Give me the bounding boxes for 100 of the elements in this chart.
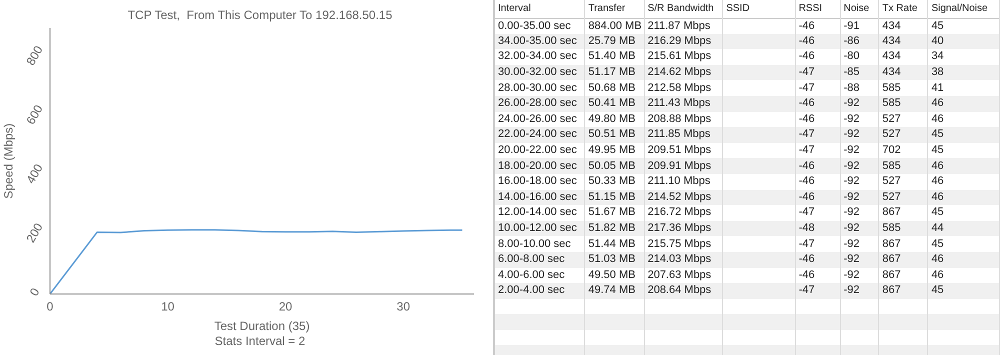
text: 49.50 MB: [588, 268, 636, 281]
y-tick-label: 200: [23, 220, 46, 246]
x-axis-title: Test Duration (35): [214, 319, 310, 333]
text: -92: [844, 144, 860, 156]
text: 46: [931, 112, 944, 125]
text: 527: [882, 112, 901, 125]
text: -86: [844, 34, 860, 47]
text: 215.61 Mbps: [648, 50, 712, 62]
text: -47: [798, 82, 815, 94]
text: 16.00-18.00 sec: [498, 175, 577, 188]
category-label: SSID: [722, 0, 796, 18]
text: 38: [931, 66, 944, 78]
text: Stats Interval = 2: [214, 334, 306, 348]
text: -92: [844, 160, 860, 172]
text: -92: [844, 268, 860, 281]
text: -46: [798, 50, 815, 62]
text: -80: [844, 50, 860, 62]
text: -92: [844, 253, 860, 266]
text: -47: [798, 66, 815, 78]
text: 46: [931, 97, 944, 110]
text: 434: [882, 20, 901, 32]
text: -47: [798, 238, 815, 250]
y-tick-label: 0: [26, 285, 42, 298]
text: 211.43 Mbps: [648, 97, 710, 110]
text: 46: [931, 160, 944, 172]
text: 207.63 Mbps: [648, 268, 712, 281]
text: 6.00-8.00 sec: [498, 253, 565, 266]
text: 24.00-26.00 sec: [498, 112, 577, 125]
category-label: Tx Rate: [878, 0, 928, 18]
text: -85: [844, 66, 860, 78]
text: 50.41 MB: [588, 97, 636, 110]
text: -91: [844, 20, 860, 32]
text: 214.62 Mbps: [648, 66, 712, 78]
text: 2.00-4.00 sec: [498, 284, 565, 296]
text: 10.00-12.00 sec: [498, 222, 577, 234]
text: 28.00-30.00 sec: [498, 82, 577, 94]
text: 867: [882, 268, 901, 281]
text: 434: [882, 50, 901, 62]
text: 585: [882, 222, 901, 234]
text: 209.91 Mbps: [648, 160, 712, 172]
text: 217.36 Mbps: [648, 222, 712, 234]
text: 30.00-32.00 sec: [498, 66, 577, 78]
text: -47: [798, 206, 815, 218]
text: 867: [882, 238, 901, 250]
text: 45: [931, 128, 944, 140]
text: -47: [798, 144, 815, 156]
text: 22.00-24.00 sec: [498, 128, 577, 140]
text: -92: [844, 238, 860, 250]
text: 208.88 Mbps: [648, 112, 712, 125]
text: -92: [844, 222, 860, 234]
text: 434: [882, 34, 901, 47]
text: 46: [931, 190, 944, 203]
text: 45: [931, 284, 944, 296]
category-label: Noise: [840, 0, 879, 18]
text: 585: [882, 97, 901, 110]
text: 45: [931, 144, 944, 156]
text: -46: [798, 112, 815, 125]
text: 211.87 Mbps: [648, 20, 710, 32]
text: 46: [931, 253, 944, 266]
text: 49.95 MB: [588, 144, 636, 156]
text: 4.00-6.00 sec: [498, 268, 565, 281]
text: 44: [931, 222, 944, 234]
y-tick-label: 800: [23, 43, 46, 68]
text: 0.00-35.00 sec: [498, 20, 571, 32]
category-label: S/R Bandwidth: [644, 0, 723, 18]
text: 41: [931, 82, 944, 94]
text: -92: [844, 97, 860, 110]
text: 51.44 MB: [588, 238, 636, 250]
text: 51.17 MB: [588, 66, 636, 78]
text: 527: [882, 175, 901, 188]
text: 434: [882, 66, 901, 78]
text: 49.80 MB: [588, 112, 636, 125]
text: 527: [882, 128, 901, 140]
text: -47: [798, 128, 815, 140]
text: 50.51 MB: [588, 128, 636, 140]
text: 34: [931, 50, 944, 62]
text: 585: [882, 160, 901, 172]
text: 51.67 MB: [588, 206, 636, 218]
text: 32.00-34.00 sec: [498, 50, 577, 62]
text: 51.82 MB: [588, 222, 636, 234]
text: 51.15 MB: [588, 190, 636, 203]
text: 215.75 Mbps: [648, 238, 712, 250]
text: -92: [844, 206, 860, 218]
text: 14.00-16.00 sec: [498, 190, 577, 203]
text: 26.00-28.00 sec: [498, 97, 577, 110]
text: 51.03 MB: [588, 253, 636, 266]
line-series: [50, 229, 463, 294]
x-tick-label: 30: [396, 300, 410, 314]
text: -46: [798, 20, 815, 32]
text: 46: [931, 268, 944, 281]
text: 40: [931, 34, 944, 47]
category-label: Interval: [495, 0, 585, 18]
text: 212.58 Mbps: [648, 82, 712, 94]
text: 46: [931, 175, 944, 188]
text: -46: [798, 253, 815, 266]
text: 867: [882, 253, 901, 266]
text: 867: [882, 206, 901, 218]
y-tick-label: 400: [23, 161, 46, 186]
text: -46: [798, 190, 815, 203]
text: 867: [882, 284, 901, 296]
